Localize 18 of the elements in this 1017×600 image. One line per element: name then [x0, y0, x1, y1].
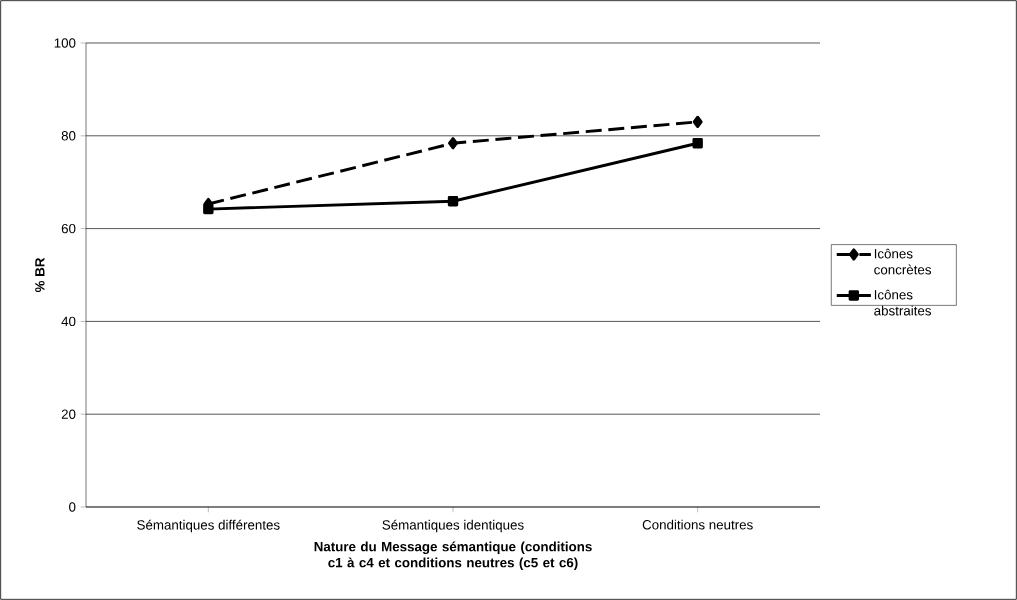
y-tick-label: 40: [61, 316, 76, 327]
point: [448, 137, 458, 150]
point: [692, 138, 703, 149]
x-tick-label: Conditions neutres: [642, 519, 753, 530]
y-tick-label: 0: [69, 502, 76, 512]
y-axis-title: % BR: [35, 257, 45, 293]
y-tick-label: 80: [61, 131, 76, 141]
y-tick-label: 60: [61, 223, 76, 234]
point: [447, 196, 459, 207]
y-tick-label: 100: [54, 38, 76, 48]
legend-label: Icônes concrètes: [874, 248, 932, 275]
x-tick-label: Sémantiques identiques: [382, 519, 524, 533]
point: [692, 115, 703, 129]
y-tick-label: 20: [61, 409, 76, 419]
legend-label: Icônes abstraites: [874, 289, 932, 316]
x-axis-title: Nature du Message sémantique (conditions c1 à c4 et conditions neutres (c5 et c6): [314, 541, 592, 570]
x-tick-label: Sémantiques différentes: [137, 519, 280, 533]
point: [203, 203, 214, 215]
